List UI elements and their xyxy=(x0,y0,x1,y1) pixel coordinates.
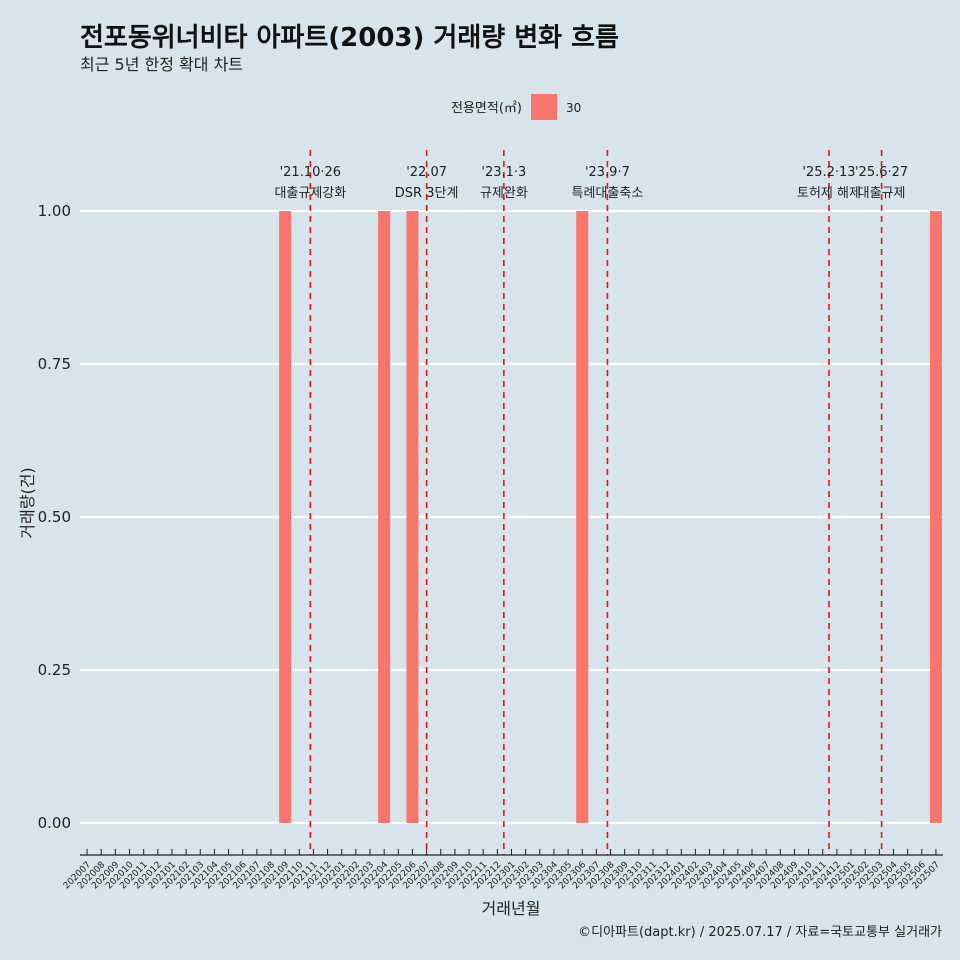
caption: ©디아파트(dapt.kr) / 2025.07.17 / 자료=국토교통부 실… xyxy=(578,925,942,940)
y-tick-label: 0.50 xyxy=(38,508,71,526)
y-axis-label: 거래량(건) xyxy=(18,467,37,538)
legend: 전용면적(㎡) 30 xyxy=(451,94,581,120)
bar xyxy=(576,211,589,823)
bar xyxy=(406,211,419,823)
event-markers: '21.10·26 대출규제강화 '22.07 DSR 3단계 '23.1·3 규제완화 '… xyxy=(274,150,908,855)
grid-lines xyxy=(80,209,943,825)
legend-title: 전용면적(㎡) xyxy=(451,101,522,116)
chart-title: 전포동위너비타 아파트(2003) 거래량 변화 흐름 xyxy=(80,23,619,53)
bar xyxy=(378,211,391,823)
event-date: '25.6·27 xyxy=(855,165,908,180)
bar xyxy=(929,211,942,823)
event-label: 토허제 해제 xyxy=(797,186,861,201)
event-date: '23.1·3 xyxy=(481,165,526,180)
y-tick-label: 0.75 xyxy=(38,355,71,373)
x-axis-label: 거래년월 xyxy=(482,899,541,918)
event-label: 특례대출축소 xyxy=(572,186,644,201)
event-label: 규제완화 xyxy=(480,186,528,201)
bar xyxy=(279,211,292,823)
event-date: '23.9·7 xyxy=(585,165,630,180)
y-tick-label: 1.00 xyxy=(38,202,71,220)
y-tick-label: 0.00 xyxy=(38,814,71,832)
bars xyxy=(279,211,942,823)
y-tick-label: 0.25 xyxy=(38,661,71,679)
axes: 0.000.250.500.751.0020200720200820200920… xyxy=(38,202,943,891)
event-date: '22.07 xyxy=(406,165,447,180)
event-label: 대출규제 xyxy=(858,186,906,201)
event-label: DSR 3단계 xyxy=(395,186,459,201)
event-date: '21.10·26 xyxy=(280,165,341,180)
legend-swatch xyxy=(531,94,557,120)
legend-label: 30 xyxy=(566,101,581,115)
event-label: 대출규제강화 xyxy=(274,186,346,201)
event-date: '25.2·13 xyxy=(802,165,855,180)
chart-subtitle: 최근 5년 한정 확대 차트 xyxy=(80,55,243,74)
